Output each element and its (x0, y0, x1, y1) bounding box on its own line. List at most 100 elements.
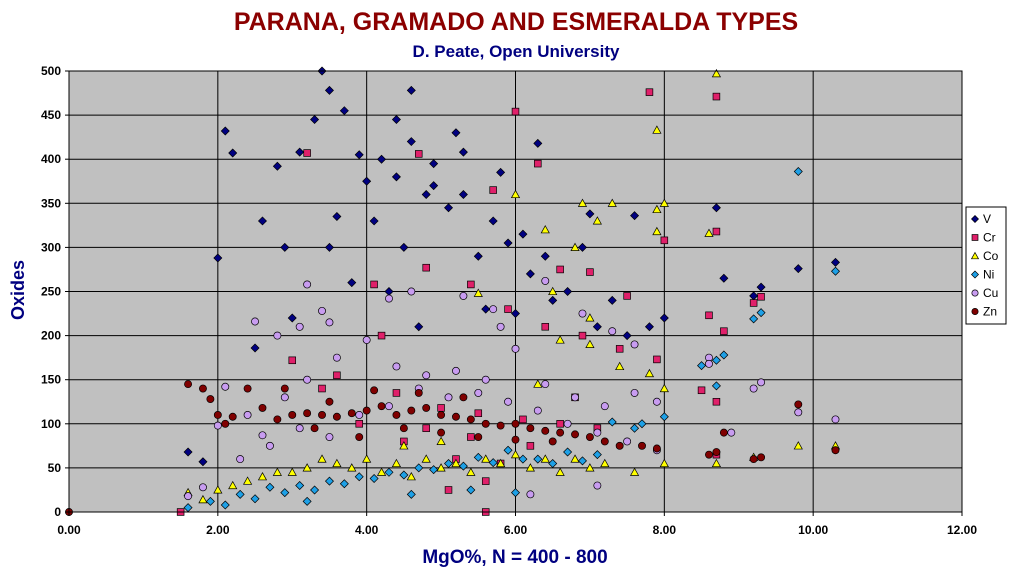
data-point-zn (511, 419, 520, 428)
data-point-v (488, 216, 498, 226)
data-point-ni (630, 423, 640, 433)
data-point-zn (571, 430, 579, 439)
y-tick-label: 200 (41, 329, 61, 343)
data-point-zn (526, 424, 535, 433)
data-point-zn (615, 441, 624, 450)
x-tick-label: 12.00 (947, 523, 977, 537)
data-point-ni (280, 488, 290, 498)
data-point-co (652, 204, 662, 214)
data-point-ni (235, 489, 245, 499)
data-point-co (652, 125, 662, 134)
data-point-co (332, 458, 342, 468)
data-point-v (711, 203, 721, 213)
data-point-ni (354, 472, 364, 482)
data-point-v (458, 189, 468, 199)
y-tick-label: 250 (41, 285, 61, 299)
data-point-ni (444, 458, 454, 468)
data-markers (65, 66, 841, 516)
data-point-co (510, 189, 521, 199)
data-point-zn (273, 415, 282, 424)
data-point-cr (437, 404, 445, 412)
data-point-cu (727, 428, 736, 437)
data-point-cu (541, 380, 550, 389)
data-point-cr (712, 227, 721, 236)
data-point-cr (526, 442, 535, 450)
data-point-v (793, 264, 803, 274)
data-point-cr (541, 323, 550, 331)
data-point-zn (347, 409, 356, 418)
data-point-cu (198, 483, 207, 492)
y-tick-label: 150 (41, 373, 61, 387)
legend-marker-co (970, 251, 980, 260)
legend-label-zn: Zn (983, 305, 997, 319)
data-point-ni (503, 445, 513, 455)
data-point-cu (303, 280, 312, 289)
data-point-co (287, 467, 297, 476)
data-point-v (332, 212, 342, 222)
data-point-cu (258, 431, 267, 440)
x-axis-ticks: 0.00 2.00 4.00 6.00 8.00 10.00 12.00 (57, 512, 977, 537)
gridlines (69, 71, 962, 512)
data-point-v (228, 148, 238, 158)
data-point-v (444, 203, 454, 213)
data-point-cr (474, 409, 483, 417)
data-point-ni (719, 350, 729, 360)
data-point-cu (295, 424, 304, 433)
data-point-v (525, 269, 535, 279)
y-tick-label: 100 (41, 417, 61, 431)
data-point-co (376, 467, 387, 476)
data-point-cu (444, 393, 453, 402)
data-point-cu (794, 408, 803, 417)
data-point-zn (310, 424, 319, 433)
data-point-cr (757, 293, 765, 301)
data-point-cu (526, 490, 535, 499)
data-point-cu (459, 291, 468, 300)
data-point-cr (712, 398, 721, 406)
legend-marker-v (971, 215, 979, 223)
data-point-v (213, 253, 223, 263)
data-point-cu (749, 384, 758, 393)
data-point-cu (236, 455, 245, 464)
data-point-v (719, 273, 729, 283)
legend-label-ni: Ni (983, 268, 994, 282)
data-point-v (458, 147, 468, 157)
chart-subtitle: D. Peate, Open University (413, 42, 620, 61)
data-point-cu (332, 353, 341, 362)
data-point-co (399, 441, 409, 450)
data-point-zn (198, 384, 207, 393)
legend-marker-cr (971, 234, 979, 241)
data-point-cu (385, 402, 393, 411)
series-zn (65, 380, 840, 516)
data-point-zn (332, 412, 341, 421)
data-point-ni (711, 381, 721, 391)
legend-marker-ni (971, 270, 979, 279)
data-point-ni (295, 481, 305, 491)
data-point-cr (660, 236, 669, 245)
data-point-co (585, 463, 595, 472)
data-point-cu (705, 359, 713, 368)
data-point-co (257, 471, 268, 481)
data-point-co (570, 454, 580, 463)
data-point-cr (534, 159, 542, 168)
data-point-zn (556, 428, 565, 437)
data-point-ni (607, 417, 617, 427)
data-point-cr (377, 331, 386, 340)
data-point-cu (325, 433, 334, 441)
data-point-cr (556, 420, 564, 428)
x-tick-label: 10.00 (798, 523, 828, 537)
data-point-zn (362, 406, 371, 415)
data-point-cr (489, 186, 497, 194)
data-point-cr (720, 327, 728, 335)
data-point-cr (712, 92, 721, 101)
data-point-v (406, 137, 416, 147)
data-point-co (243, 476, 253, 485)
data-point-co (510, 449, 521, 459)
data-point-ni (324, 476, 334, 486)
data-point-co (473, 288, 483, 297)
data-point-co (525, 463, 535, 472)
legend: V Cr Co Ni Cu Zn (965, 206, 1007, 325)
data-point-zn (466, 415, 475, 424)
data-point-co (481, 454, 491, 463)
data-point-co (436, 463, 446, 472)
data-point-cr (370, 280, 378, 289)
